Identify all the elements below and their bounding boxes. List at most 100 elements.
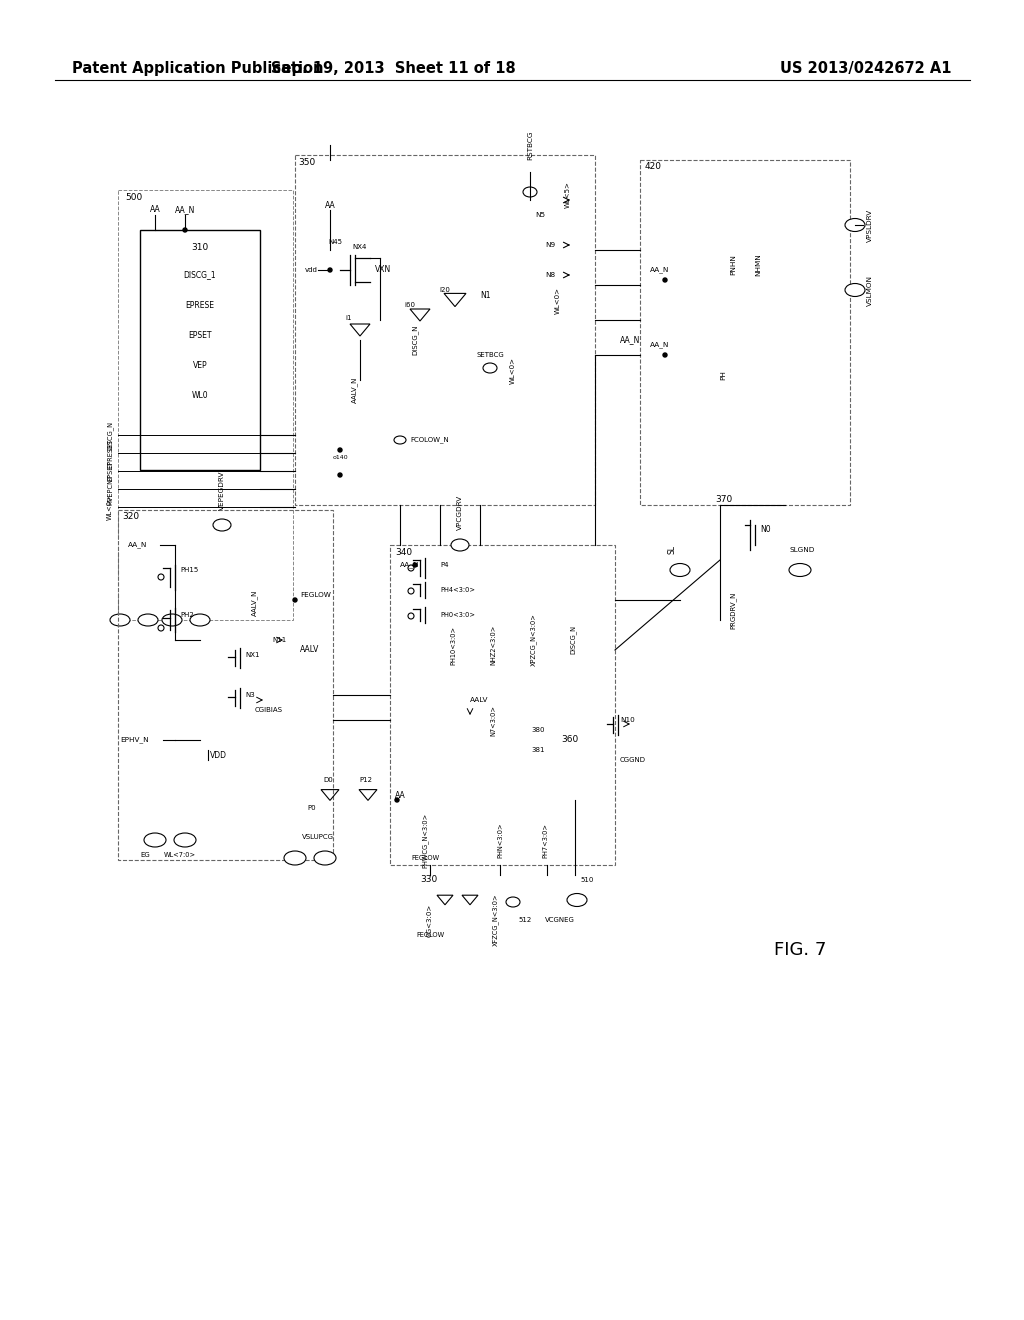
Ellipse shape: [284, 851, 306, 865]
Text: 510: 510: [580, 876, 593, 883]
Text: i1: i1: [345, 315, 352, 321]
Text: SETBCG: SETBCG: [476, 352, 504, 358]
Text: XFZCG_N<3:0>: XFZCG_N<3:0>: [492, 894, 499, 946]
Text: CG<3:0>: CG<3:0>: [427, 903, 433, 937]
Bar: [390, 545, 615, 865]
Circle shape: [413, 564, 417, 568]
Text: FEGLOW: FEGLOW: [416, 932, 444, 939]
Text: VXN: VXN: [375, 265, 391, 275]
Text: CGIBIAS: CGIBIAS: [255, 708, 283, 713]
Text: HVEPCNT: HVEPCNT: [106, 474, 113, 504]
Text: AA: AA: [395, 791, 406, 800]
Text: AA_N: AA_N: [620, 335, 640, 345]
Bar: [118, 510, 333, 861]
Ellipse shape: [790, 564, 811, 577]
Text: WL0: WL0: [191, 391, 208, 400]
Text: FCOLOW_N: FCOLOW_N: [410, 437, 449, 444]
Text: EPSET: EPSET: [188, 330, 212, 339]
Text: AALV_N: AALV_N: [252, 590, 258, 616]
Text: WL<7:0>: WL<7:0>: [164, 851, 196, 858]
Ellipse shape: [174, 833, 196, 847]
Text: o140: o140: [332, 455, 348, 459]
Text: DISCG_N: DISCG_N: [570, 626, 577, 655]
Text: 340: 340: [395, 548, 412, 557]
Text: VDD: VDD: [210, 751, 227, 759]
Text: PH10<3:0>: PH10<3:0>: [450, 626, 456, 664]
Text: FIG. 7: FIG. 7: [774, 941, 826, 960]
Text: N9: N9: [545, 242, 555, 248]
Circle shape: [338, 447, 342, 451]
Text: EG: EG: [140, 851, 150, 858]
Circle shape: [328, 268, 332, 272]
Text: D0: D0: [324, 777, 333, 783]
Text: 320: 320: [122, 512, 139, 521]
Text: i20: i20: [439, 286, 450, 293]
Text: 380: 380: [531, 727, 545, 733]
Circle shape: [663, 279, 667, 282]
Text: NX1: NX1: [245, 652, 259, 657]
Text: 420: 420: [645, 162, 662, 172]
Text: SL: SL: [668, 545, 677, 554]
Text: 310: 310: [191, 243, 209, 252]
Text: PH4<3:0>: PH4<3:0>: [440, 587, 475, 593]
Circle shape: [338, 473, 342, 477]
Text: WL<0>: WL<0>: [555, 286, 561, 314]
Text: Sep. 19, 2013  Sheet 11 of 18: Sep. 19, 2013 Sheet 11 of 18: [270, 61, 515, 75]
Text: NHZ2<3:0>: NHZ2<3:0>: [490, 624, 496, 665]
Text: VSLUPCG: VSLUPCG: [302, 834, 334, 840]
Ellipse shape: [110, 614, 130, 626]
Text: PHWCG_N<3:0>: PHWCG_N<3:0>: [422, 812, 428, 867]
Circle shape: [395, 799, 399, 803]
Text: PHN<3:0>: PHN<3:0>: [497, 822, 503, 858]
Text: AALV_N: AALV_N: [351, 376, 358, 403]
Text: AALV: AALV: [300, 645, 319, 655]
Text: FEGLOW: FEGLOW: [300, 591, 331, 598]
Text: AA_N: AA_N: [650, 267, 670, 273]
Text: PH: PH: [720, 370, 726, 380]
Text: EPHV_N: EPHV_N: [120, 737, 148, 743]
Text: N3: N3: [245, 692, 255, 698]
Ellipse shape: [213, 519, 231, 531]
Ellipse shape: [483, 363, 497, 374]
Circle shape: [293, 598, 297, 602]
Text: XPZCG_N<3:0>: XPZCG_N<3:0>: [530, 614, 537, 667]
Text: 360: 360: [561, 735, 579, 744]
Text: AA: AA: [325, 201, 336, 210]
Text: N11: N11: [272, 638, 287, 643]
Text: AA_N: AA_N: [650, 342, 670, 348]
Text: AA: AA: [150, 206, 161, 214]
Ellipse shape: [190, 614, 210, 626]
Text: VEP: VEP: [193, 360, 207, 370]
Text: WL<0>: WL<0>: [106, 494, 113, 520]
Text: AALV: AALV: [470, 697, 488, 704]
Bar: [640, 160, 850, 506]
Text: P4: P4: [440, 562, 449, 568]
Text: EPRESE: EPRESE: [185, 301, 214, 309]
Text: PNHN: PNHN: [730, 255, 736, 276]
Text: AA_N: AA_N: [128, 541, 147, 548]
Text: NHMN: NHMN: [755, 253, 761, 276]
Text: EPSET: EPSET: [106, 461, 113, 482]
Bar: [118, 190, 293, 620]
Text: US 2013/0242672 A1: US 2013/0242672 A1: [780, 61, 951, 75]
Text: DISCG_1: DISCG_1: [183, 271, 216, 280]
Text: Patent Application Publication: Patent Application Publication: [72, 61, 324, 75]
Text: WL<5>: WL<5>: [565, 182, 571, 209]
Text: N5: N5: [535, 213, 545, 218]
Text: PH15: PH15: [180, 568, 199, 573]
Text: EPRESET: EPRESET: [106, 438, 113, 467]
Text: 350: 350: [298, 158, 315, 168]
Text: PH7<3:0>: PH7<3:0>: [542, 822, 548, 858]
Text: PH0<3:0>: PH0<3:0>: [440, 612, 475, 618]
Text: VSLMON: VSLMON: [867, 275, 873, 305]
Text: PRGDRV_N: PRGDRV_N: [730, 591, 736, 628]
Bar: [295, 154, 595, 506]
Text: N45: N45: [328, 239, 342, 246]
Ellipse shape: [845, 219, 865, 231]
Text: AA_N: AA_N: [175, 206, 196, 214]
Ellipse shape: [506, 898, 520, 907]
Ellipse shape: [394, 436, 406, 444]
Text: vdd: vdd: [305, 267, 317, 273]
Circle shape: [663, 352, 667, 356]
Text: N7<3:0>: N7<3:0>: [490, 705, 496, 735]
